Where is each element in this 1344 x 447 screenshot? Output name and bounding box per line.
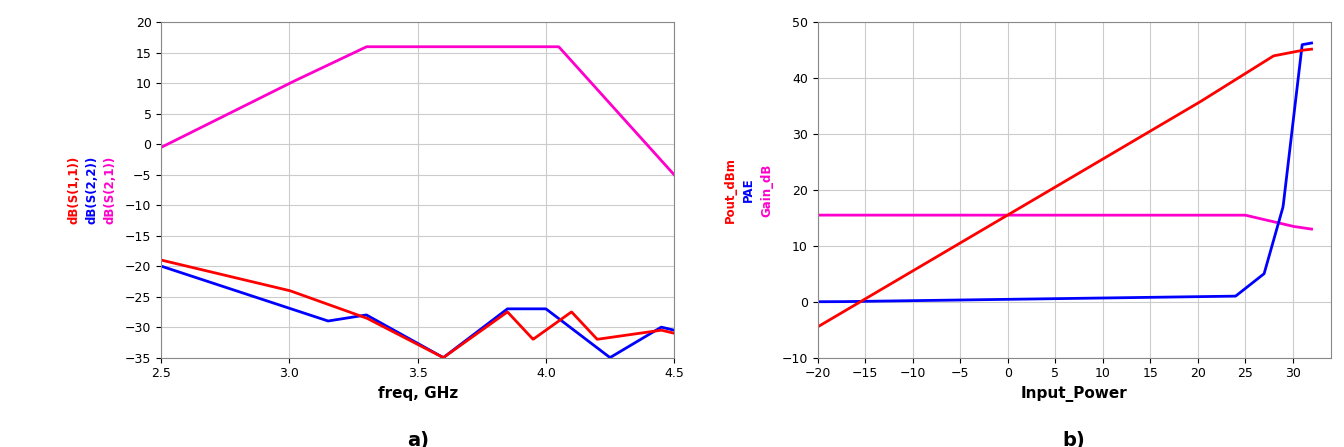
Text: Gain_dB: Gain_dB — [759, 163, 773, 217]
X-axis label: Input_Power: Input_Power — [1020, 386, 1128, 402]
Text: Pout_dBm: Pout_dBm — [724, 157, 737, 223]
X-axis label: freq, GHz: freq, GHz — [378, 386, 458, 401]
Text: dB(S(1,1)): dB(S(1,1)) — [67, 156, 81, 224]
Text: a): a) — [407, 431, 429, 447]
Text: b): b) — [1063, 431, 1086, 447]
Text: dB(S(2,2)): dB(S(2,2)) — [86, 156, 98, 224]
Text: dB(S(2,1)): dB(S(2,1)) — [103, 156, 117, 224]
Text: PAE: PAE — [742, 177, 755, 202]
